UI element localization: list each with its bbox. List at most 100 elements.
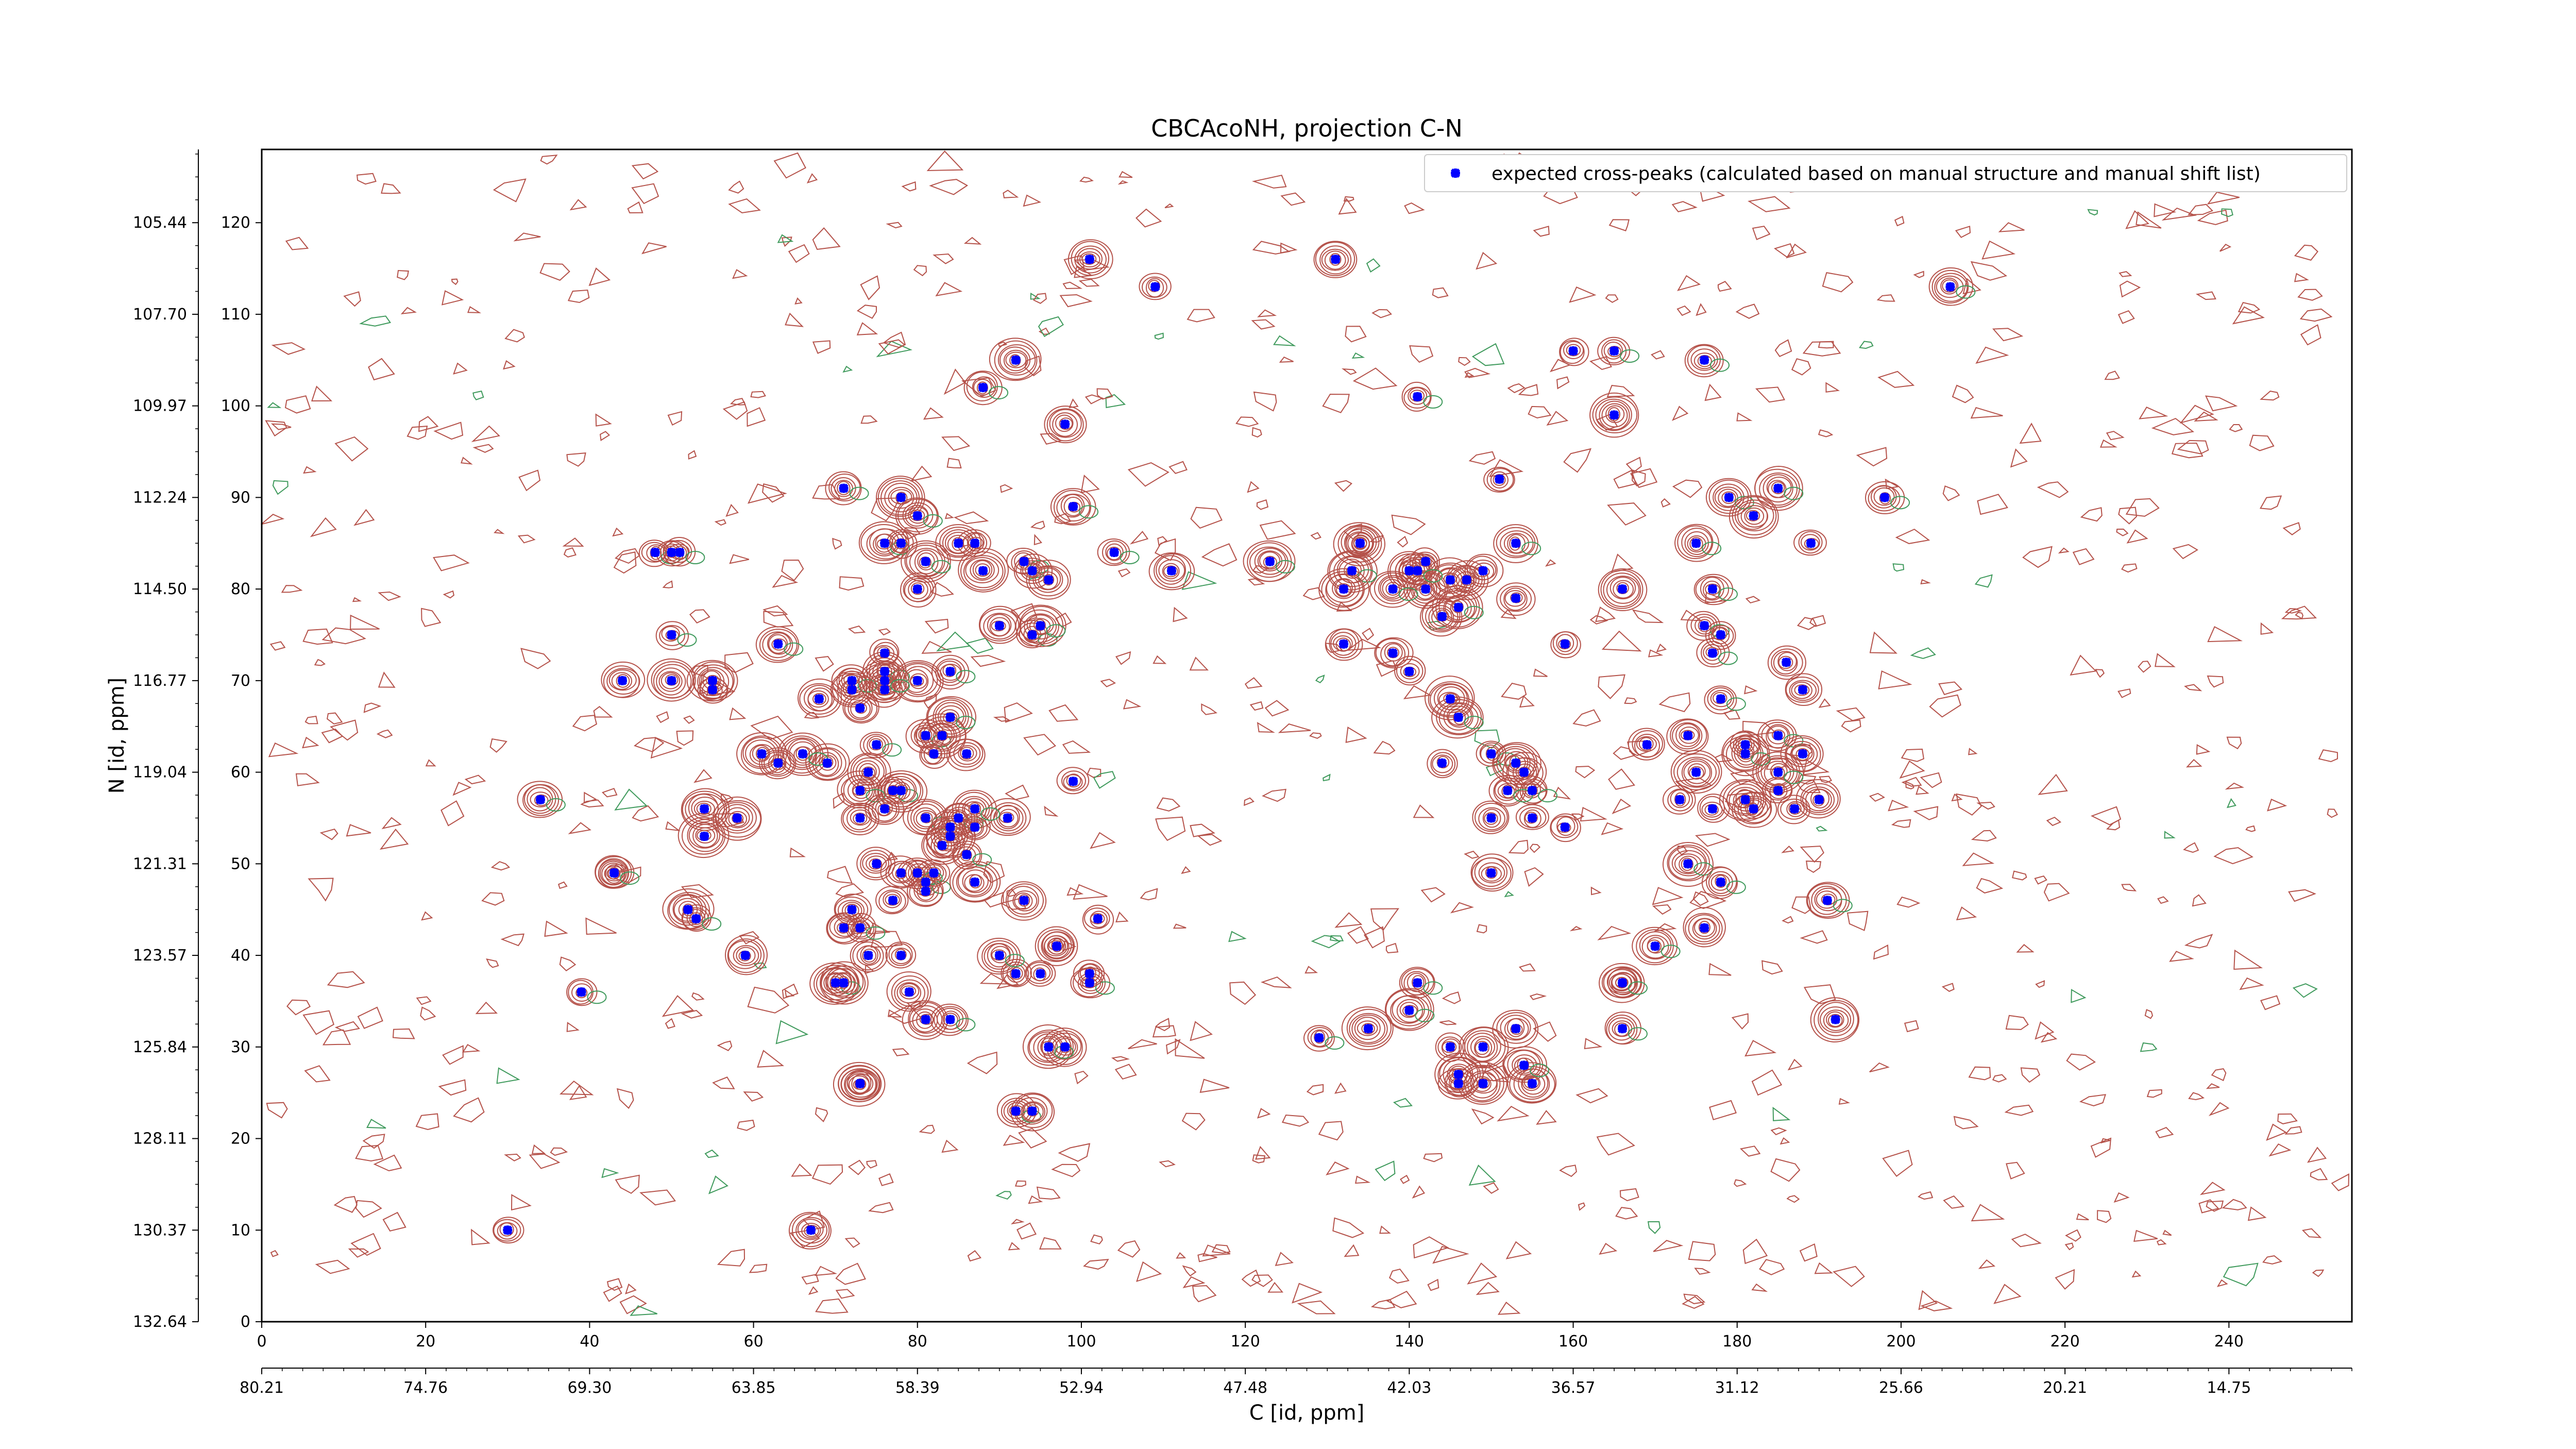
noise-contour: [1024, 355, 1042, 377]
peak-contour: [888, 943, 913, 966]
peak-contour: [875, 799, 893, 817]
peak-contour: [1550, 631, 1581, 659]
x-ppm-tick-label: 58.39: [895, 1379, 940, 1397]
noise-contour: [1672, 406, 1689, 422]
noise-contour: [665, 1018, 675, 1029]
noise-contour: [1136, 1261, 1162, 1282]
noise-contour: [1330, 935, 1344, 941]
peak-marker: [1527, 1079, 1537, 1089]
peak-contour: [1689, 537, 1703, 551]
noise-contour: [295, 773, 320, 786]
noise-contour: [1003, 1135, 1025, 1146]
noise-contour: [2245, 825, 2256, 832]
peak-contour: [1770, 763, 1788, 780]
noise-contour: [1400, 1174, 1410, 1184]
noise-contour: [1975, 346, 2009, 364]
peak-marker: [880, 685, 890, 695]
noise-contour: [1153, 655, 1167, 664]
noise-contour: [1787, 1058, 1803, 1071]
peak-contour: [682, 817, 726, 855]
noise-contour: [1370, 1299, 1396, 1310]
noise-contour: [2020, 1067, 2041, 1083]
peak-contour: [1734, 792, 1772, 824]
peak-marker: [1478, 1042, 1488, 1052]
noise-contour: [1211, 1244, 1231, 1254]
peak-contour: [1394, 655, 1426, 686]
noise-contour: [2198, 1199, 2219, 1214]
negative-contour: [1423, 395, 1443, 409]
noise-contour: [272, 480, 289, 495]
peak-contour: [1469, 560, 1497, 581]
peak-contour: [1693, 574, 1734, 605]
negative-contour: [1784, 770, 1804, 784]
peak-contour: [1351, 534, 1370, 553]
noise-contour: [732, 269, 748, 279]
peak-contour: [1609, 972, 1637, 993]
noise-contour: [650, 737, 683, 759]
noise-contour: [2188, 1092, 2205, 1101]
noise-contour: [270, 1250, 279, 1257]
peak-marker: [1036, 969, 1045, 979]
peak-contour: [886, 971, 931, 1012]
peak-contour: [1006, 883, 1044, 918]
noise-contour: [1613, 469, 1637, 489]
noise-contour: [2310, 1168, 2328, 1181]
noise-contour: [1660, 498, 1671, 508]
peak-contour: [693, 800, 716, 817]
noise-contour: [2016, 943, 2035, 953]
peak-contour: [829, 972, 856, 994]
noise-contour: [1471, 1108, 1495, 1125]
noise-contour: [2194, 411, 2218, 422]
peak-contour: [1940, 277, 1959, 295]
peak-contour: [827, 968, 859, 997]
noise-contour: [1023, 734, 1057, 756]
noise-contour: [730, 398, 746, 406]
noise-contour: [1735, 304, 1760, 319]
noise-contour: [1545, 559, 1556, 567]
peak-contour: [820, 961, 869, 1005]
peak-marker: [707, 685, 718, 695]
noise-contour: [791, 1164, 812, 1177]
peak-contour: [877, 777, 907, 805]
noise-contour: [400, 307, 417, 314]
peak-contour: [1823, 1009, 1849, 1031]
peak-marker: [937, 840, 947, 850]
peak-marker: [1700, 923, 1709, 933]
peak-contour: [878, 889, 906, 913]
peak-contour: [1726, 783, 1765, 816]
noise-contour: [1304, 966, 1318, 974]
peak-contour: [1022, 1024, 1074, 1069]
peak-contour: [1936, 275, 1964, 298]
noise-contour: [1658, 692, 1691, 713]
peak-contour: [990, 802, 1027, 834]
noise-contour: [1682, 1295, 1705, 1309]
noise-contour: [2216, 1279, 2228, 1287]
noise-contour: [933, 253, 954, 264]
noise-contour: [355, 1200, 382, 1218]
noise-contour: [1010, 1219, 1025, 1225]
noise-contour: [1182, 1265, 1197, 1277]
peak-marker: [1560, 822, 1570, 832]
peak-contour: [1346, 531, 1373, 555]
peak-contour: [1478, 862, 1505, 884]
noise-contour: [2211, 1068, 2227, 1082]
peak-contour: [761, 749, 795, 777]
noise-contour: [271, 342, 306, 355]
peak-contour: [1043, 935, 1070, 959]
peak-marker: [1511, 1024, 1521, 1034]
noise-contour: [464, 774, 486, 785]
peak-contour: [1512, 761, 1537, 785]
y-ppm-tick-label: 130.37: [133, 1221, 187, 1239]
noise-contour: [327, 971, 365, 988]
peak-contour: [768, 634, 788, 654]
noise-contour: [1375, 1160, 1396, 1182]
noise-contour: [747, 407, 766, 427]
noise-contour: [1563, 448, 1592, 473]
noise-contour: [1773, 243, 1795, 258]
negative-contour: [980, 807, 1001, 821]
peak-marker: [978, 566, 988, 576]
noise-contour: [2019, 423, 2042, 444]
noise-contour: [1692, 891, 1709, 906]
